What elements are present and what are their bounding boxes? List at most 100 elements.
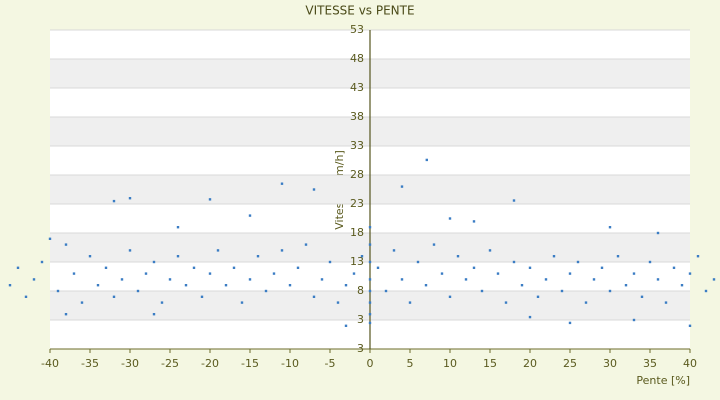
point — [16, 266, 20, 269]
point — [112, 295, 116, 298]
point — [336, 301, 340, 304]
point — [208, 198, 212, 201]
point — [384, 289, 388, 293]
point — [456, 255, 460, 258]
y-tick-label: 3 — [357, 313, 364, 326]
point — [568, 321, 572, 325]
x-tick-label: -10 — [281, 357, 299, 370]
point — [248, 278, 252, 281]
point — [696, 255, 700, 258]
y-tick-label: 18 — [350, 226, 364, 239]
point — [416, 260, 420, 264]
point — [712, 278, 716, 281]
point — [96, 284, 100, 287]
point — [344, 324, 348, 327]
point — [208, 272, 212, 275]
chart-title: VITESSE vs PENTE — [305, 4, 414, 18]
point — [104, 266, 108, 269]
point — [192, 266, 196, 269]
point — [504, 301, 508, 304]
point — [152, 260, 156, 264]
point — [392, 249, 396, 252]
point — [520, 284, 524, 287]
x-tick-label: 15 — [483, 357, 497, 370]
point — [552, 255, 556, 258]
point — [352, 272, 356, 275]
x-tick-label: 30 — [603, 357, 617, 370]
point — [168, 278, 172, 281]
x-axis-label: Pente [%] — [636, 374, 690, 387]
point — [424, 284, 428, 287]
point — [120, 278, 124, 281]
point — [368, 321, 372, 325]
point — [632, 272, 636, 275]
point — [688, 272, 692, 275]
point — [408, 301, 412, 304]
point — [368, 301, 372, 304]
point — [656, 278, 660, 281]
point — [544, 278, 548, 281]
y-tick-label: 8 — [357, 284, 364, 297]
point — [176, 255, 180, 258]
point — [448, 295, 452, 298]
point — [312, 188, 316, 191]
y-tick-label: 53 — [350, 23, 364, 36]
point — [488, 249, 492, 252]
point — [280, 182, 284, 185]
point — [376, 266, 380, 269]
point — [312, 295, 316, 298]
x-tick-label: -30 — [121, 357, 139, 370]
point — [640, 295, 644, 298]
point — [648, 260, 652, 264]
x-tick-label: 25 — [563, 357, 577, 370]
point — [400, 278, 404, 281]
point — [368, 226, 372, 229]
point — [528, 315, 532, 319]
point — [328, 260, 332, 264]
point — [176, 226, 180, 229]
point — [664, 301, 668, 304]
point — [224, 284, 228, 287]
point — [496, 272, 500, 275]
point — [128, 197, 132, 200]
x-tick-label: 35 — [643, 357, 657, 370]
x-tick-label: 0 — [367, 357, 374, 370]
point — [32, 278, 36, 281]
point — [512, 260, 516, 264]
y-tick-label: 43 — [350, 81, 364, 94]
point — [464, 278, 468, 281]
point — [320, 278, 324, 281]
point — [152, 313, 156, 316]
point — [280, 249, 284, 252]
point — [656, 231, 660, 235]
point — [48, 237, 52, 240]
point — [368, 278, 372, 281]
point — [296, 266, 300, 269]
point — [272, 272, 276, 275]
point — [40, 260, 44, 264]
point — [608, 226, 612, 229]
point — [64, 243, 68, 246]
x-tick-label: 40 — [683, 357, 697, 370]
x-tick-label: -20 — [201, 357, 219, 370]
point — [56, 289, 60, 293]
point — [144, 272, 148, 275]
point — [600, 266, 604, 269]
point — [512, 199, 516, 202]
point — [80, 301, 84, 304]
y-tick-label: 23 — [350, 197, 364, 210]
point — [560, 289, 564, 293]
point — [128, 249, 132, 252]
point — [632, 318, 636, 322]
point — [568, 272, 572, 275]
point — [24, 295, 28, 298]
y-tick-label: 33 — [350, 139, 364, 152]
point — [672, 266, 676, 269]
point — [160, 301, 164, 304]
point — [608, 289, 612, 293]
point — [72, 272, 76, 275]
point — [248, 214, 252, 217]
x-tick-label: 5 — [407, 357, 414, 370]
point — [448, 217, 452, 220]
x-tick-label: -15 — [241, 357, 259, 370]
